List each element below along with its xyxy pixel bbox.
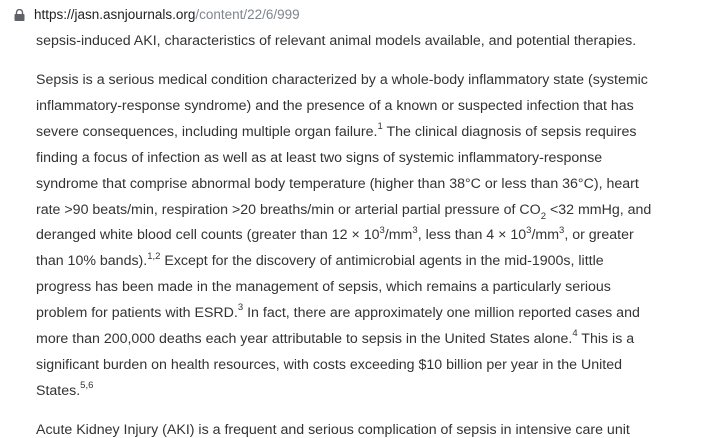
url-path: /content/22/6/999 (195, 7, 300, 22)
next-paragraph-line: Acute Kidney Injury (AKI) is a frequent … (36, 422, 630, 438)
paragraph-line: finding a focus of infection as well as … (36, 149, 603, 166)
citation-ref[interactable]: 1 (377, 121, 383, 133)
citation-ref[interactable]: 3 (559, 224, 565, 236)
paragraph-line: than 10% bands).1,2 Except for the disco… (36, 250, 604, 270)
paragraph-line: States.5,6 (36, 380, 94, 399)
paragraph-line: Sepsis is a serious medical condition ch… (36, 72, 648, 88)
paragraph-line: inflammatory-response syndrome) and the … (36, 97, 634, 114)
citation-ref[interactable]: 4 (572, 328, 578, 340)
address-bar[interactable]: https://jasn.asnjournals.org/content/22/… (0, 0, 701, 30)
previous-paragraph-last-line: sepsis-induced AKI, characteristics of r… (36, 33, 637, 49)
paragraph-line: deranged white blood cell counts (greate… (36, 224, 634, 244)
subscript: 2 (540, 211, 546, 223)
paragraph-line: progress has been made in the management… (36, 279, 611, 296)
citation-ref[interactable]: 3 (237, 302, 244, 314)
paragraph-line: more than 200,000 deaths each year attri… (36, 328, 635, 347)
citation-ref[interactable]: 3 (526, 224, 532, 236)
citation-ref[interactable]: 3 (379, 224, 385, 236)
paragraph-line: severe consequences, including multiple … (36, 121, 637, 140)
paragraph-line: rate >90 beats/min, respiration >20 brea… (36, 201, 652, 223)
citation-ref[interactable]: 3 (412, 224, 418, 236)
citation-ref[interactable]: 1,2 (147, 250, 161, 262)
paragraph-line: problem for patients with ESRD.3 In fact… (36, 302, 640, 322)
paragraph-line: significant burden on health resources, … (36, 356, 622, 373)
citation-ref[interactable]: 5,6 (80, 380, 94, 392)
url-host: https://jasn.asnjournals.org (34, 7, 196, 22)
lock-icon (14, 9, 25, 21)
paragraph-line: syndrome that comprise abnormal body tem… (36, 175, 639, 192)
url-text[interactable]: https://jasn.asnjournals.org/content/22/… (34, 7, 300, 22)
